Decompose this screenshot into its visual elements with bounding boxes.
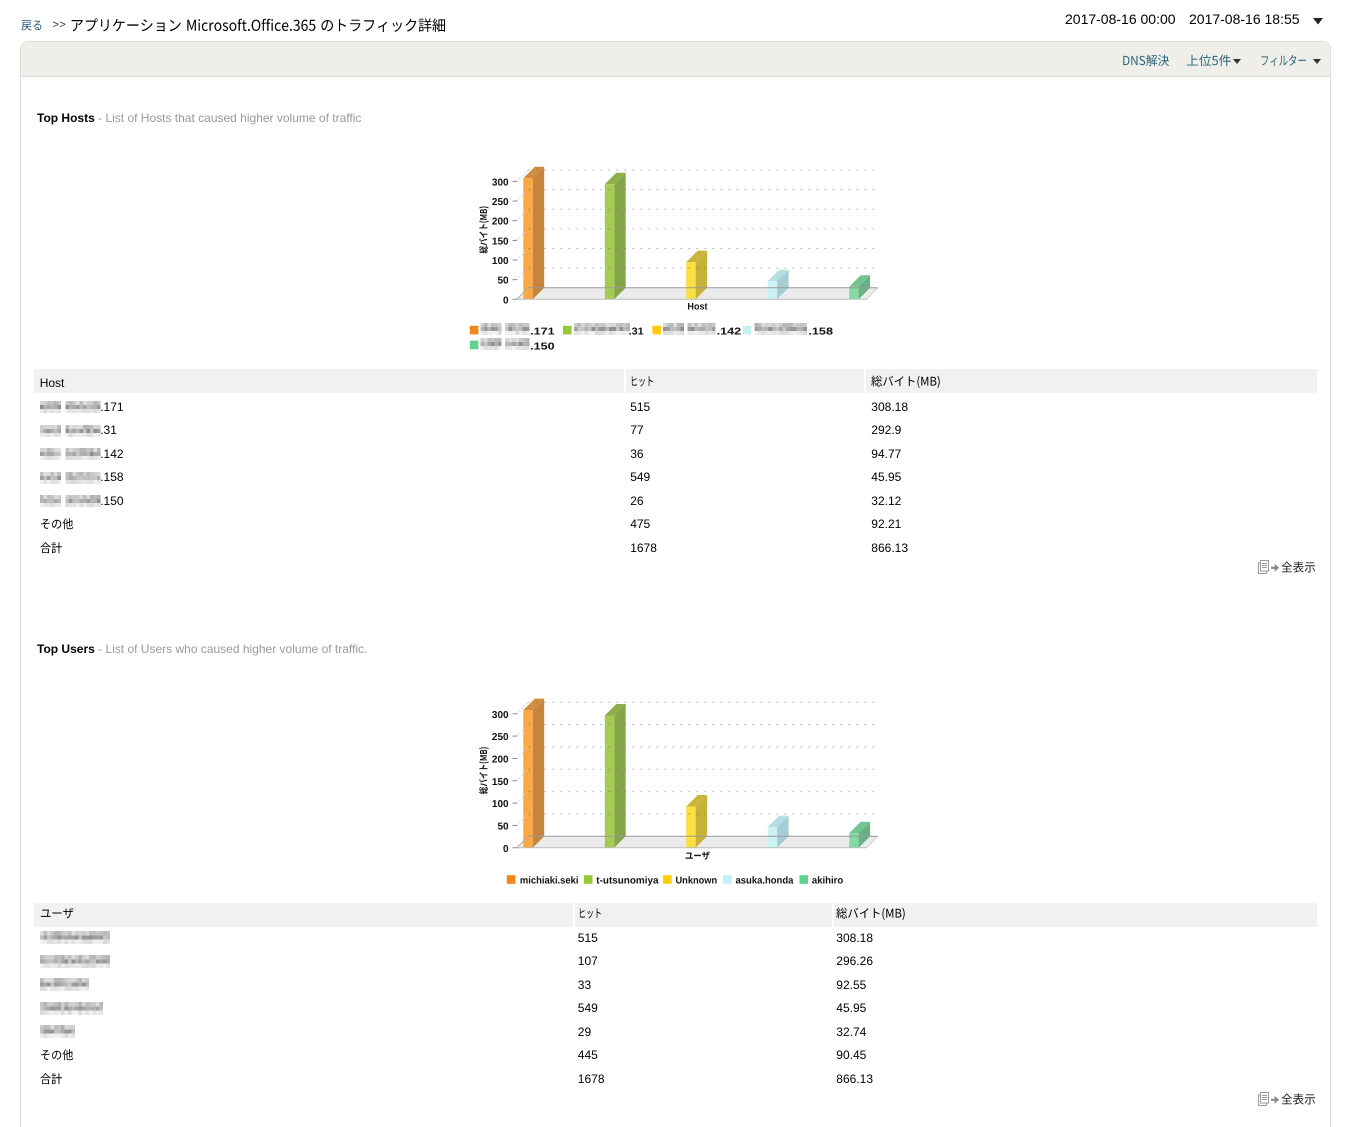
svg-text:Host: Host [687,301,708,312]
svg-text:200: 200 [492,217,509,228]
svg-text:50: 50 [497,276,509,287]
svg-text:300: 300 [492,177,509,188]
svg-text:250: 250 [492,197,509,208]
svg-text:0: 0 [503,844,509,855]
svg-text:100: 100 [492,256,509,267]
svg-text:asuka.honda: asuka.honda [736,876,794,887]
svg-text:t-utsunomiya: t-utsunomiya [596,876,659,887]
svg-text:100: 100 [492,799,509,810]
svg-text:michiaki.seki: michiaki.seki [520,876,579,887]
svg-text:akihiro: akihiro [812,876,843,887]
svg-text:300: 300 [492,710,509,721]
svg-text:.158: .158 [808,327,833,338]
svg-text:.31: .31 [629,327,644,338]
svg-text:250: 250 [492,732,509,743]
svg-text:.171: .171 [530,327,555,338]
svg-text:50: 50 [497,822,509,833]
svg-text:.150: .150 [530,341,555,352]
svg-text:150: 150 [492,236,509,247]
svg-text:0: 0 [503,295,509,306]
svg-text:.142: .142 [717,327,742,338]
svg-text:Unknown: Unknown [676,876,718,887]
svg-text:200: 200 [492,755,509,766]
svg-text:150: 150 [492,777,509,788]
